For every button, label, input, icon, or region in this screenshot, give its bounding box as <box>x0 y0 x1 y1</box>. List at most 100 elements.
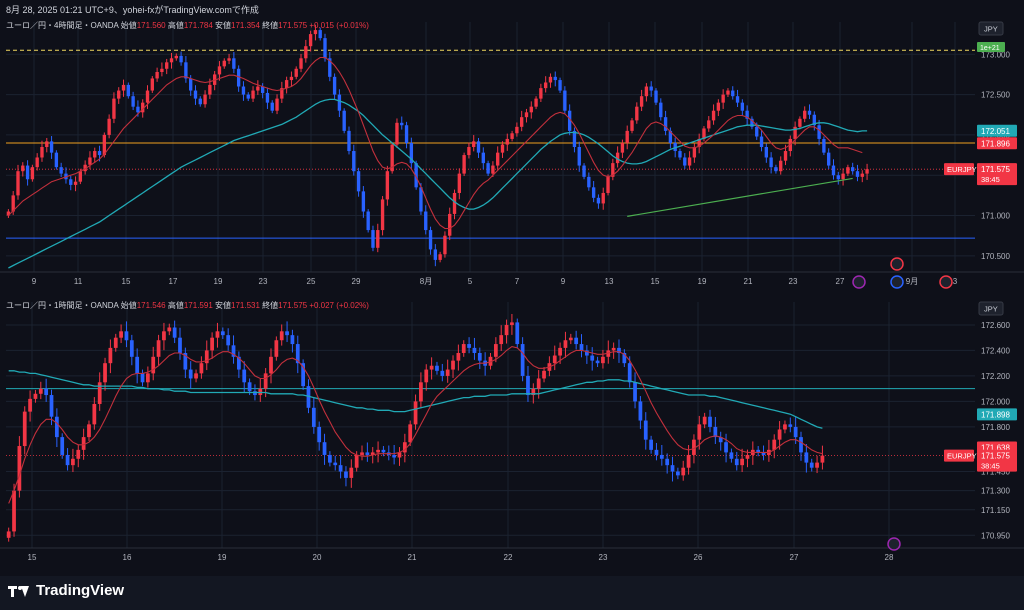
chart-4h[interactable]: 173.000172.500172.000171.500171.000170.5… <box>0 16 1024 296</box>
candle-body <box>73 181 78 185</box>
candle-body <box>745 110 749 119</box>
candle-body <box>332 76 337 95</box>
candle-body <box>141 102 145 113</box>
candle-body <box>193 90 198 99</box>
candle-body <box>145 373 150 383</box>
candle-body <box>21 165 25 172</box>
candle-body <box>178 337 182 353</box>
candle-body <box>633 382 637 402</box>
candle-body <box>726 90 730 95</box>
candle-body <box>275 98 279 111</box>
candle-body <box>563 90 567 111</box>
candle-body <box>140 373 145 383</box>
candle-body <box>6 531 11 538</box>
candle-body <box>408 424 413 443</box>
candle-body <box>452 192 457 214</box>
candle-body <box>269 356 273 374</box>
candle-body <box>371 230 375 248</box>
price-tag <box>977 163 1017 186</box>
candle-body <box>713 426 718 438</box>
candle-body <box>692 439 696 455</box>
candle-body <box>117 90 121 99</box>
event-marker-icon <box>890 257 904 271</box>
moving-average-slow <box>8 370 823 429</box>
x-tick-label: 17 <box>169 277 178 286</box>
symbol-tag-label: EURJPY <box>947 452 977 461</box>
candle-body <box>317 426 322 443</box>
currency-button <box>978 301 1004 316</box>
candle-body <box>119 331 123 338</box>
candle-body <box>606 176 610 193</box>
candle-body <box>668 130 673 143</box>
tradingview-logo[interactable]: TradingView <box>8 582 124 599</box>
candle-body <box>376 230 380 248</box>
header-timestamp: 8月 28, 2025 01:21 UTC+9、yohei-fxがTrading… <box>6 5 259 15</box>
candle-body <box>740 102 745 111</box>
candle-body <box>169 58 174 63</box>
x-tick-label: 15 <box>28 553 37 562</box>
candle-body <box>349 467 354 478</box>
chart-1h[interactable]: 172.600 172.400 172.200 172.000 171.800 171.4… <box>0 296 1024 576</box>
candle-body <box>295 344 300 364</box>
candle-body <box>702 128 706 139</box>
candle-body <box>563 340 568 348</box>
candle-body <box>198 98 202 105</box>
candle-body <box>231 345 236 357</box>
candle-body <box>93 151 97 158</box>
candle-body <box>697 424 702 440</box>
candle-body <box>827 152 831 166</box>
candle-body <box>601 192 605 204</box>
x-tick-label: 27 <box>790 553 799 562</box>
candle-body <box>365 452 370 455</box>
candle-body <box>467 344 471 348</box>
candle-body <box>587 176 591 188</box>
candle-body <box>333 462 338 466</box>
symbol-tag <box>944 449 974 462</box>
price-tag-label: 171.575 <box>981 165 1010 174</box>
candle-body <box>625 130 629 143</box>
candle-body <box>246 94 250 99</box>
x-tick-label: 9 <box>561 277 566 286</box>
candle-body <box>841 173 845 180</box>
candle-body <box>424 211 428 231</box>
legend-part: 171.575 <box>278 301 307 310</box>
candle-body <box>167 327 172 332</box>
legend-part: 始値 <box>118 20 136 30</box>
candle-body <box>323 38 327 59</box>
candle-body <box>524 112 529 118</box>
candle-body <box>663 117 668 131</box>
candle-body <box>659 102 663 118</box>
candle-body <box>179 55 183 63</box>
candle-body <box>263 373 268 389</box>
candle-body <box>227 58 231 61</box>
candle-body <box>804 452 809 463</box>
candle-body <box>299 58 303 69</box>
candle-body <box>515 126 519 134</box>
candle-body <box>328 454 332 463</box>
y-tick-label: 172.000 <box>981 397 1010 406</box>
candle-body <box>409 142 414 164</box>
economic-event-icon <box>939 275 953 289</box>
candle-body <box>328 58 332 77</box>
candle-body <box>491 165 495 174</box>
candle-body <box>493 344 498 357</box>
moving-average-slow <box>8 98 868 269</box>
candle-body <box>579 344 584 351</box>
candle-body <box>150 78 154 91</box>
candle-body <box>435 365 439 371</box>
candle-body <box>251 90 255 99</box>
candle-body <box>779 160 783 172</box>
candle-body <box>574 337 579 345</box>
candle-body <box>322 442 327 455</box>
x-tick-label: 16 <box>123 553 132 562</box>
economic-event-icon <box>887 537 901 551</box>
candle-body <box>822 138 826 153</box>
candle-body <box>294 68 298 77</box>
candle-body <box>113 337 118 348</box>
x-tick-label: 19 <box>698 277 707 286</box>
candle-body <box>606 350 611 357</box>
candle-body <box>87 424 91 438</box>
x-tick-label: 11 <box>74 277 83 286</box>
candle-body <box>285 331 289 336</box>
candle-body <box>815 462 819 468</box>
